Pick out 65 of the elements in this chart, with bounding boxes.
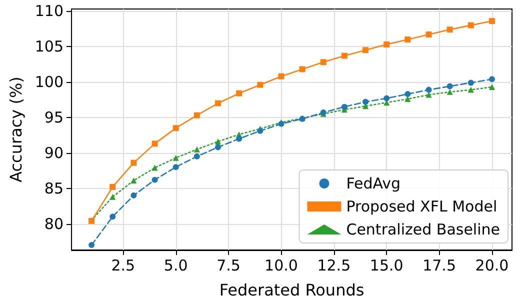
- y-tick-label: 100: [34, 73, 64, 92]
- x-tick-label: 7.5: [216, 256, 240, 274]
- x-tick-label: 12.5: [317, 256, 351, 274]
- x-tick-label: 10.0: [264, 256, 298, 274]
- legend-label: Proposed XFL Model: [346, 198, 498, 216]
- point: [110, 184, 116, 190]
- point: [278, 73, 284, 80]
- point: [257, 82, 264, 88]
- point: [446, 26, 453, 33]
- point: [194, 146, 200, 152]
- point: [320, 59, 326, 66]
- point: [488, 76, 495, 82]
- x-tick-label: 5.0: [164, 256, 188, 274]
- point: [426, 86, 432, 93]
- y-tick-label: 95: [44, 108, 64, 126]
- point: [384, 41, 390, 48]
- x-tick-label: 2.5: [111, 256, 136, 274]
- y-tick-label: 105: [34, 38, 64, 56]
- point: [488, 18, 495, 24]
- x-tick-label: 15.0: [370, 256, 404, 274]
- point: [236, 90, 242, 96]
- point: [130, 178, 137, 184]
- y-tick-label: 110: [34, 2, 64, 20]
- legend-label: Centralized Baseline: [346, 220, 500, 238]
- point: [446, 88, 453, 95]
- x-axis-title: Federated Rounds: [219, 280, 364, 300]
- point: [194, 153, 200, 160]
- point: [152, 140, 158, 147]
- point: [215, 144, 221, 150]
- point: [194, 112, 200, 118]
- point: [384, 95, 390, 102]
- point: [215, 138, 221, 145]
- point: [152, 176, 158, 183]
- point: [172, 125, 179, 132]
- point: [299, 66, 306, 72]
- legend-label: FedAvg: [346, 174, 401, 192]
- x-tick-label: 17.5: [422, 256, 456, 274]
- point: [172, 154, 179, 161]
- point: [341, 104, 348, 110]
- y-axis-title: Accuracy (%): [6, 76, 26, 182]
- y-tick-label: 90: [44, 144, 64, 162]
- point: [236, 136, 242, 142]
- point: [88, 242, 95, 248]
- point: [404, 96, 411, 102]
- point: [362, 98, 369, 105]
- point: [215, 100, 221, 106]
- point: [468, 80, 474, 86]
- point: [426, 32, 432, 38]
- point: [468, 86, 474, 93]
- point: [404, 91, 411, 98]
- point: [362, 47, 369, 54]
- point: [468, 22, 474, 28]
- x-tick-label: 20.0: [475, 256, 509, 274]
- y-tick-label: 85: [44, 179, 64, 198]
- point: [172, 164, 179, 170]
- point: [130, 192, 137, 198]
- point: [488, 84, 495, 90]
- point: [446, 83, 453, 90]
- point: [341, 52, 348, 59]
- point: [404, 36, 411, 42]
- point: [152, 164, 158, 171]
- point: [130, 160, 137, 166]
- point: [110, 214, 116, 220]
- y-tick-label: 80: [44, 214, 64, 233]
- point: [110, 194, 116, 200]
